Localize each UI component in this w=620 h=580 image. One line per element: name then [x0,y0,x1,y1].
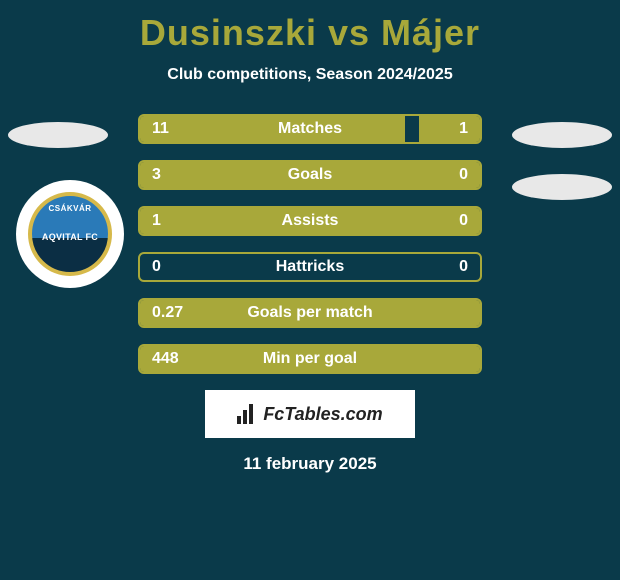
page-title: Dusinszki vs Májer [0,0,620,54]
stat-label: Goals per match [140,304,480,322]
stat-row: 0Hattricks0 [138,252,482,282]
stat-value-right: 0 [459,212,468,230]
date-text: 11 february 2025 [0,454,620,474]
brand-box[interactable]: FcTables.com [205,390,415,438]
player-right-placeholder-icon [512,122,612,148]
brand-text: FcTables.com [263,404,382,425]
stat-row: 11Matches1 [138,114,482,144]
club-right-placeholder-icon [512,174,612,200]
badge-top-text: CSÁKVÁR [48,204,91,213]
stats-bars: 11Matches13Goals01Assists00Hattricks00.2… [138,114,482,374]
stat-label: Min per goal [140,350,480,368]
stat-row: 448Min per goal [138,344,482,374]
stat-value-right: 0 [459,166,468,184]
subtitle: Club competitions, Season 2024/2025 [0,66,620,84]
stat-label: Hattricks [140,258,480,276]
stat-row: 0.27Goals per match [138,298,482,328]
fctables-logo-icon [237,404,259,424]
stat-row: 3Goals0 [138,160,482,190]
club-badge-icon: CSÁKVÁR AQVITAL FC [28,192,112,276]
stat-row: 1Assists0 [138,206,482,236]
player-left-placeholder-icon [8,122,108,148]
stat-label: Matches [140,120,480,138]
club-left-badge: CSÁKVÁR AQVITAL FC [16,180,124,288]
stat-value-right: 0 [459,258,468,276]
stat-label: Goals [140,166,480,184]
stat-value-right: 1 [459,120,468,138]
stat-label: Assists [140,212,480,230]
badge-mid-text: AQVITAL FC [42,232,98,242]
comparison-panel: CSÁKVÁR AQVITAL FC 11Matches13Goals01Ass… [0,114,620,474]
